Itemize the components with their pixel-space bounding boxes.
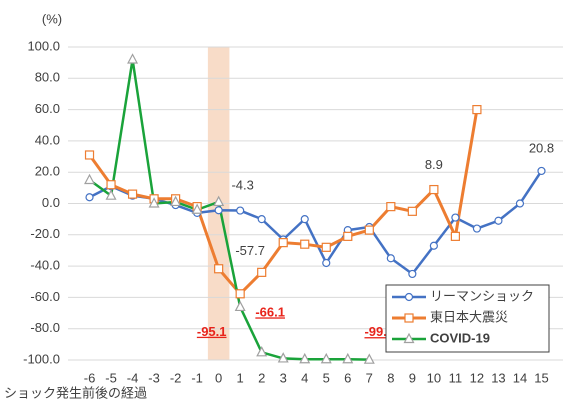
x-tick-label: 9 [409, 370, 416, 385]
y-tick-label: 20.0 [35, 164, 60, 179]
point [84, 150, 95, 160]
legend-marker [403, 332, 415, 344]
point [322, 258, 331, 268]
point [214, 264, 224, 274]
point [299, 352, 311, 364]
x-tick-label: -1 [191, 370, 203, 385]
point [408, 269, 417, 279]
x-tick-label: 8 [387, 370, 394, 385]
point [429, 184, 439, 195]
x-tick-label: -6 [84, 370, 96, 385]
x-tick-label: 2 [258, 370, 265, 385]
x-tick-label: 12 [470, 370, 484, 385]
point [321, 242, 331, 252]
point [105, 189, 117, 200]
point [127, 189, 138, 199]
point [451, 213, 460, 222]
point [106, 180, 116, 190]
x-tick-label: 14 [513, 370, 527, 385]
point [300, 239, 310, 249]
series-line [88, 58, 370, 361]
point [234, 300, 246, 312]
y-tick-label: -40.0 [30, 258, 60, 273]
point [364, 225, 374, 235]
x-tick-label: -3 [148, 370, 160, 385]
point [342, 352, 354, 364]
y-tick-label: -100.0 [23, 351, 60, 366]
y-tick-label: 40.0 [35, 132, 60, 147]
point [472, 224, 482, 233]
point [320, 352, 332, 364]
y-tick-label: 0.0 [42, 195, 60, 210]
data-label: -4.3 [231, 178, 253, 193]
x-tick-label: 5 [323, 370, 330, 385]
x-tick-label: 0 [215, 370, 222, 385]
point [386, 202, 396, 212]
point [363, 353, 375, 364]
point [537, 166, 546, 176]
point [343, 231, 353, 241]
point [236, 206, 245, 215]
point [213, 195, 225, 207]
point [278, 238, 288, 248]
legend-label: COVID-19 [430, 330, 490, 345]
x-tick-label: 7 [366, 370, 373, 385]
point [277, 352, 289, 363]
legend-marker [404, 313, 414, 323]
point [257, 267, 267, 277]
y-tick-label: 60.0 [35, 101, 60, 116]
x-tick-label: 3 [280, 370, 287, 385]
data-label: -95.1 [197, 324, 227, 339]
x-axis-title: ショック発生前後の経過 [4, 385, 147, 400]
legend-label: 東日本大震災 [430, 309, 508, 324]
x-tick-label: 1 [237, 370, 244, 385]
x-tick-label: 4 [301, 370, 308, 385]
legend-label: リーマンショック [430, 288, 534, 303]
point [494, 216, 503, 225]
point [85, 193, 94, 202]
x-tick-label: 10 [427, 370, 441, 385]
data-label: 8.9 [425, 157, 443, 172]
point [148, 197, 160, 208]
data-label: 20.8 [529, 140, 554, 155]
y-tick-label: -60.0 [30, 289, 60, 304]
x-tick-label: -2 [170, 370, 182, 385]
data-label: -66.1 [255, 304, 285, 319]
x-tick-label: -4 [127, 370, 139, 385]
point [214, 206, 223, 215]
x-tick-label: 6 [344, 370, 351, 385]
y-tick-label: -80.0 [30, 320, 60, 335]
y-tick-label: 100.0 [27, 38, 60, 53]
point [170, 195, 182, 207]
point [300, 215, 309, 224]
point [450, 231, 460, 241]
y-tick-label: -20.0 [30, 226, 60, 241]
x-tick-label: 15 [534, 370, 548, 385]
point [515, 199, 525, 208]
point [472, 104, 482, 115]
point [386, 254, 395, 263]
x-tick-label: 11 [449, 370, 463, 385]
y-unit: (%) [42, 11, 62, 26]
point [257, 215, 266, 224]
legend-marker [404, 292, 414, 302]
y-tick-label: 80.0 [35, 70, 60, 85]
point [235, 289, 245, 299]
point [256, 346, 268, 357]
point [407, 206, 417, 216]
point [84, 173, 96, 185]
point [191, 203, 203, 214]
data-label: -57.7 [235, 243, 265, 258]
x-tick-label: 13 [491, 370, 505, 385]
point [429, 241, 438, 250]
point [127, 53, 139, 64]
series-line [88, 170, 543, 276]
x-tick-label: -5 [105, 370, 117, 385]
